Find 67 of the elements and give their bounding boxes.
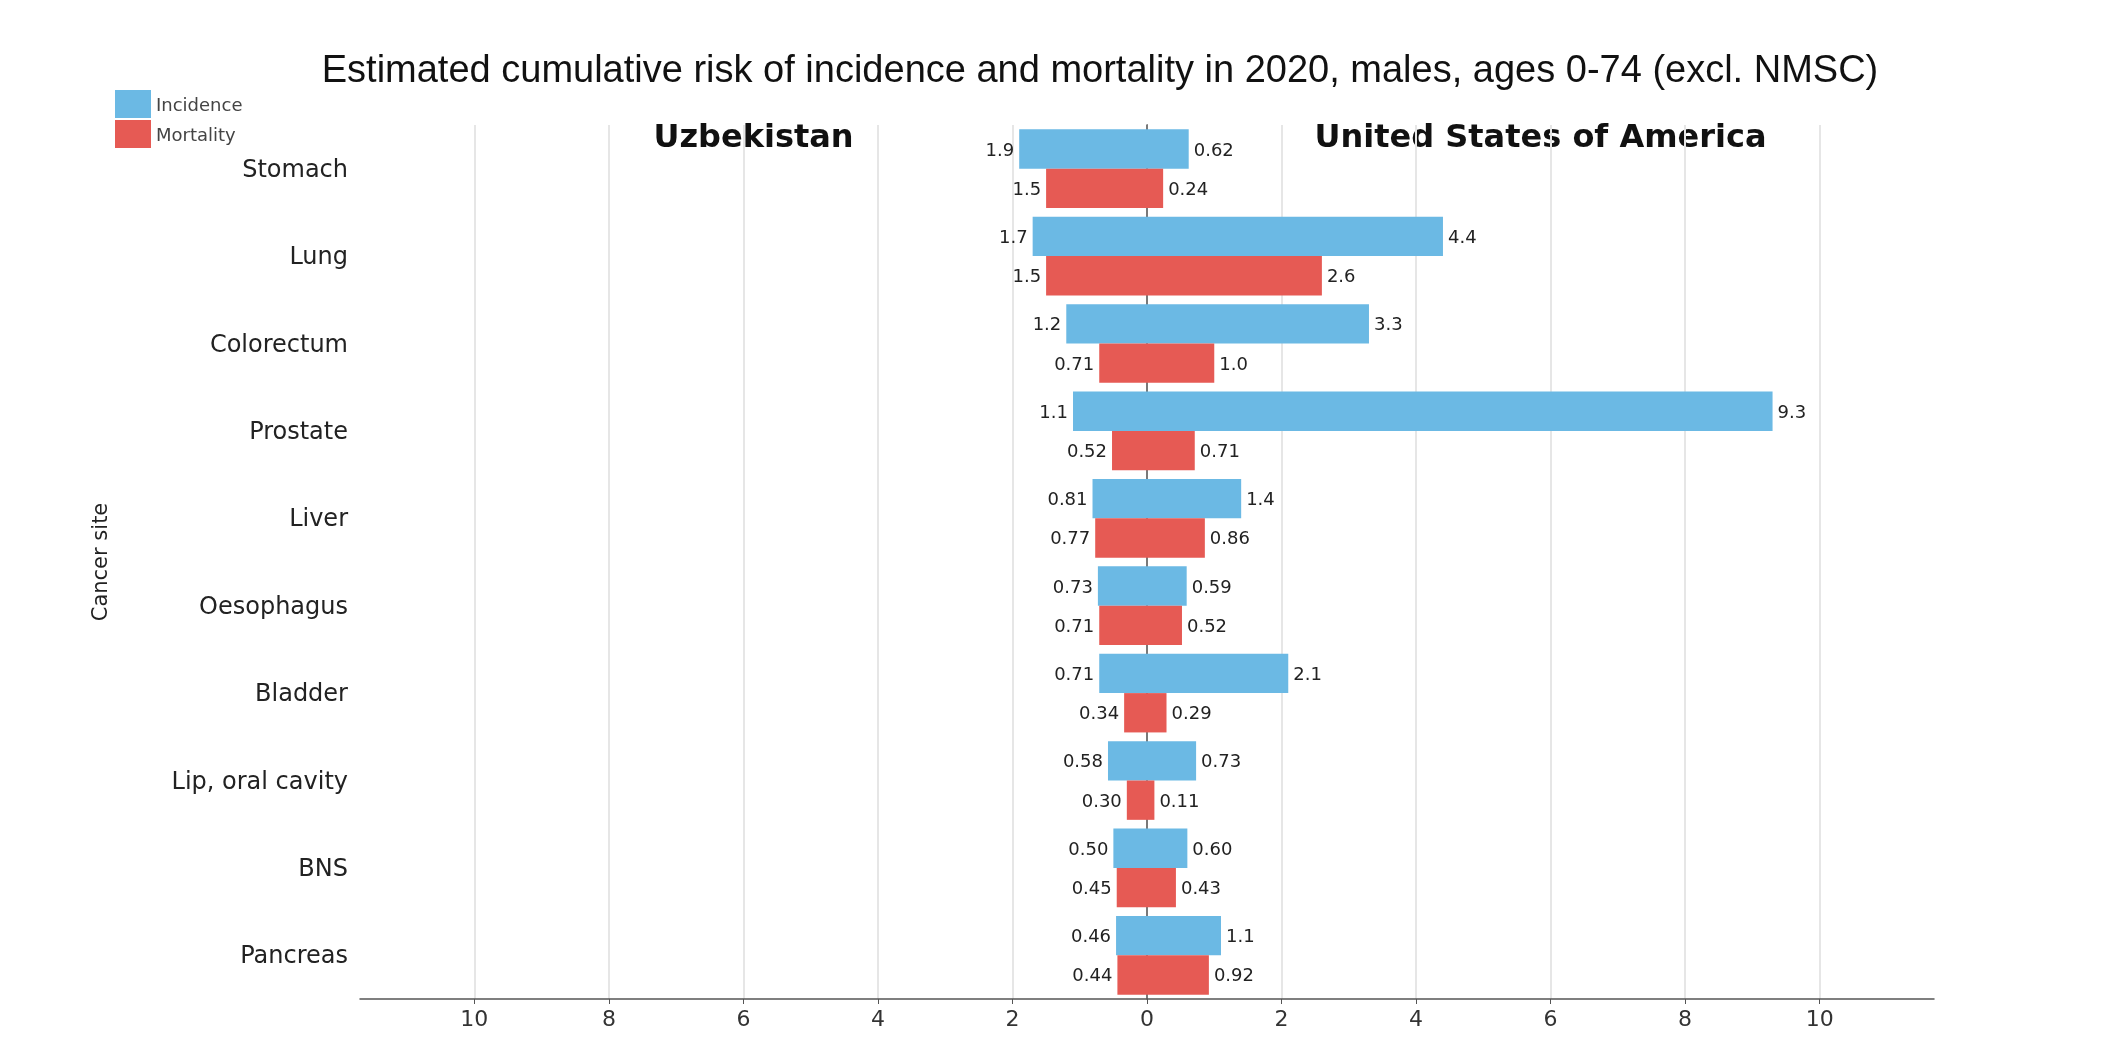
data-label: 9.3 <box>1777 400 1807 422</box>
data-label: 1.4 <box>1246 488 1275 510</box>
data-label: 4.4 <box>1447 225 1477 247</box>
data-label: 1.5 <box>1012 177 1042 199</box>
x-tick-label: 4 <box>870 1005 885 1031</box>
data-label: 1.5 <box>1012 265 1042 287</box>
legend-label: Mortality <box>156 123 237 145</box>
data-label: 0.58 <box>1062 750 1103 772</box>
data-label: 2.1 <box>1293 662 1322 684</box>
data-label: 1.7 <box>999 225 1028 247</box>
data-label: 0.24 <box>1168 177 1209 199</box>
data-label: 0.52 <box>1066 440 1108 462</box>
data-label: 0.73 <box>1201 750 1242 772</box>
x-tick-label: 2 <box>1274 1005 1289 1031</box>
x-tick-label: 8 <box>1678 1005 1693 1031</box>
x-tick-label: 10 <box>460 1005 489 1031</box>
y-tick-label: Lung <box>289 242 348 271</box>
data-label: 1.1 <box>1225 925 1255 947</box>
y-tick-label: Bladder <box>255 679 349 708</box>
data-label: 1.9 <box>985 138 1015 160</box>
data-label: 0.71 <box>1199 440 1240 462</box>
data-label: 0.60 <box>1192 837 1233 859</box>
data-label: 0.52 <box>1186 614 1228 636</box>
data-label: 0.92 <box>1213 964 1254 986</box>
data-label: 1.2 <box>1032 313 1062 335</box>
data-label: 0.44 <box>1072 964 1113 986</box>
data-label: 1.0 <box>1219 352 1248 374</box>
x-tick-label: 10 <box>1805 1005 1834 1031</box>
data-label: 0.73 <box>1052 575 1093 597</box>
y-tick-label: BNS <box>298 853 348 882</box>
data-label: 1.1 <box>1039 400 1069 422</box>
data-label: 0.50 <box>1068 837 1109 859</box>
data-label: 0.77 <box>1050 527 1091 549</box>
x-tick-label: 4 <box>1409 1005 1424 1031</box>
y-tick-label: Liver <box>289 504 349 533</box>
y-tick-label: Prostate <box>249 416 348 445</box>
y-axis-title: Cancer site <box>87 502 112 622</box>
data-label: 0.71 <box>1054 352 1095 374</box>
data-label: 0.59 <box>1191 575 1232 597</box>
y-tick-label: Pancreas <box>240 941 348 970</box>
data-label: 0.45 <box>1071 877 1112 899</box>
chart-subtitle: Uzbekistan <box>653 117 854 155</box>
chart-subtitle: United States of America <box>1314 117 1767 155</box>
chart-title: Estimated cumulative risk of incidence and mortality in 2020, males, ages 0-74 (excl. NMSC) <box>321 48 1879 90</box>
data-label: 0.46 <box>1070 925 1112 947</box>
data-label: 2.6 <box>1326 265 1356 287</box>
x-tick-label: 0 <box>1140 1005 1154 1031</box>
x-tick-label: 6 <box>1543 1005 1558 1031</box>
x-tick-label: 6 <box>736 1005 751 1031</box>
data-label: 0.34 <box>1079 702 1120 724</box>
x-tick-label: 2 <box>1005 1005 1020 1031</box>
data-label: 0.81 <box>1047 488 1088 510</box>
y-tick-label: Oesophagus <box>199 591 348 620</box>
data-label: 0.71 <box>1054 662 1095 684</box>
legend-label: Incidence <box>156 93 243 115</box>
data-label: 0.29 <box>1171 702 1212 724</box>
y-tick-label: Stomach <box>242 154 348 183</box>
x-tick-label: 8 <box>601 1005 616 1031</box>
data-label: 0.30 <box>1081 789 1122 811</box>
y-tick-label: Lip, oral cavity <box>171 766 348 795</box>
data-label: 0.71 <box>1054 614 1095 636</box>
data-label: 3.3 <box>1373 313 1403 335</box>
data-label: 0.11 <box>1159 789 1200 811</box>
y-tick-label: Colorectum <box>209 329 348 358</box>
data-label: 0.62 <box>1193 138 1234 160</box>
data-label: 0.86 <box>1209 527 1250 549</box>
data-label: 0.43 <box>1180 877 1221 899</box>
